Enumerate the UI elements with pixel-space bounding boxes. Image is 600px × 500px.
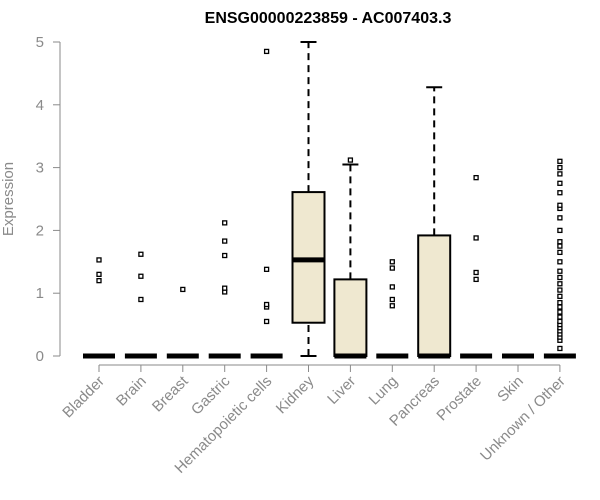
outlier-point xyxy=(222,285,228,291)
outlier-point xyxy=(557,318,563,325)
outlier-point xyxy=(557,249,563,256)
outlier-point xyxy=(557,293,563,299)
outlier-point xyxy=(96,271,102,278)
outlier-point xyxy=(138,296,144,303)
outlier-point xyxy=(557,314,563,320)
y-tick-label: 5 xyxy=(36,34,44,51)
outlier-point xyxy=(557,243,563,249)
outlier-point xyxy=(138,251,144,257)
outlier-point xyxy=(557,299,563,306)
outlier-point xyxy=(557,171,563,177)
y-axis: 0 1 2 3 4 5 xyxy=(36,34,61,365)
outlier-point xyxy=(557,227,563,234)
outlier-point xyxy=(473,235,479,241)
x-tick-label: Lung xyxy=(366,373,402,409)
outlier-point xyxy=(180,286,186,293)
y-tick-label: 4 xyxy=(36,97,44,114)
box-rect xyxy=(291,191,326,324)
outlier-point xyxy=(557,274,563,281)
outlier-point xyxy=(557,268,563,274)
outlier-point xyxy=(96,257,102,263)
outlier-point xyxy=(557,164,563,171)
box-lung xyxy=(376,259,409,359)
outlier-point xyxy=(389,259,395,265)
outlier-point xyxy=(389,265,395,271)
outlier-point xyxy=(263,301,270,308)
box-pancreas xyxy=(417,86,452,359)
outlier-point xyxy=(389,284,395,290)
outlier-point xyxy=(138,273,144,279)
x-tick-label: Liver xyxy=(324,373,359,408)
outlier-point xyxy=(263,266,270,272)
outlier-point xyxy=(222,220,228,226)
box-bladder xyxy=(83,257,115,359)
box-rect xyxy=(333,278,368,357)
box-rect xyxy=(417,234,452,357)
outlier-point xyxy=(557,304,563,310)
box-gastric xyxy=(208,220,241,359)
outlier-point xyxy=(473,174,479,181)
y-axis-label: Expression xyxy=(0,162,17,236)
outlier-point xyxy=(222,238,228,244)
box-unknown-other xyxy=(543,158,576,359)
boxes xyxy=(83,41,576,359)
outlier-point xyxy=(557,239,563,245)
outlier-point xyxy=(222,252,228,259)
outlier-point xyxy=(389,296,395,303)
outlier-point xyxy=(557,345,563,352)
outlier-point xyxy=(263,48,270,55)
box-prostate xyxy=(460,174,493,359)
outlier-point xyxy=(557,309,563,315)
x-tick-label: Breast xyxy=(149,372,192,415)
box-kidney xyxy=(291,41,326,357)
x-tick-label: Prostate xyxy=(433,373,485,425)
outlier-point xyxy=(557,259,563,265)
chart-title: ENSG00000223859 - AC007403.3 xyxy=(205,10,452,27)
y-tick-label: 3 xyxy=(36,160,44,177)
outlier-point xyxy=(557,202,563,208)
box-liver xyxy=(333,157,368,359)
outlier-point xyxy=(347,157,354,163)
outlier-point xyxy=(473,276,479,283)
outlier-point xyxy=(389,303,395,309)
y-tick-label: 2 xyxy=(36,222,44,239)
y-tick-label: 0 xyxy=(36,348,44,365)
outlier-point xyxy=(557,158,563,164)
box-hematopoietic-cells xyxy=(250,48,283,359)
x-tick-label: Kidney xyxy=(273,372,318,417)
outlier-point xyxy=(557,287,563,293)
box-brain xyxy=(124,251,157,359)
box-breast xyxy=(166,286,199,359)
outlier-point xyxy=(263,318,270,325)
outlier-point xyxy=(96,277,102,284)
outlier-point xyxy=(557,215,563,221)
x-tick-label: Brain xyxy=(113,373,150,410)
outlier-point xyxy=(557,281,563,287)
outlier-point xyxy=(557,180,563,186)
y-tick-label: 1 xyxy=(36,285,44,302)
x-tick-label: Bladder xyxy=(59,373,108,422)
outlier-point xyxy=(557,190,563,196)
outlier-point xyxy=(473,269,479,276)
x-tick-label: Skin xyxy=(494,373,527,406)
